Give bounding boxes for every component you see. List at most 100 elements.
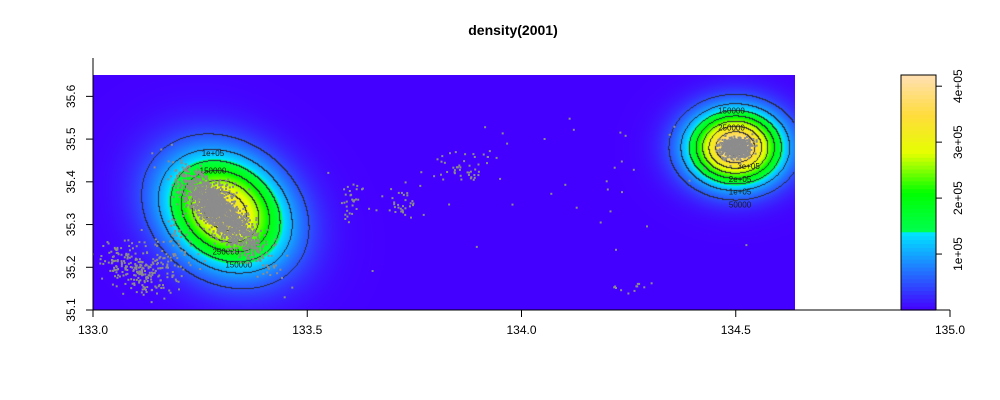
data-point-3103 <box>688 179 691 182</box>
data-point-906 <box>180 184 183 187</box>
data-point-2994 <box>412 202 415 205</box>
data-point-841 <box>229 215 232 218</box>
data-point-40 <box>262 272 265 275</box>
data-point-1467 <box>255 217 258 219</box>
data-point-1998 <box>223 200 226 203</box>
data-point-1161 <box>244 227 247 230</box>
data-point-1782 <box>214 182 217 185</box>
data-point-564 <box>255 243 257 246</box>
data-point-1395 <box>258 239 261 242</box>
data-point-1779 <box>225 185 227 188</box>
data-point-2937 <box>165 253 168 256</box>
data-point-2633 <box>748 141 751 144</box>
data-point-1662 <box>215 191 218 194</box>
data-point-1466 <box>248 223 250 225</box>
data-point-2951 <box>156 244 158 247</box>
data-point-2096 <box>718 150 721 153</box>
data-point-2643 <box>755 139 758 142</box>
data-point-3001 <box>375 209 378 212</box>
data-point-1982 <box>183 187 185 190</box>
data-point-1948 <box>204 185 206 188</box>
data-point-592 <box>232 185 234 188</box>
data-point-910 <box>210 213 213 216</box>
data-point-2193 <box>754 152 757 155</box>
data-point-573 <box>188 165 190 168</box>
data-point-2771 <box>117 274 120 277</box>
data-point-2848 <box>166 263 169 266</box>
data-point-1419 <box>253 254 256 257</box>
data-point-1979 <box>209 204 212 206</box>
data-point-2888 <box>116 260 119 263</box>
data-point-522 <box>243 248 246 251</box>
data-point-3032 <box>468 171 471 174</box>
data-point-265 <box>204 222 207 225</box>
y-tick-label-4: 35.5 <box>64 127 78 151</box>
data-point-2445 <box>722 156 725 159</box>
data-point-2860 <box>149 266 152 269</box>
data-point-2867 <box>141 271 144 274</box>
data-point-2703 <box>145 276 148 279</box>
data-point-2977 <box>361 187 364 190</box>
data-point-923 <box>256 250 259 253</box>
data-point-1967 <box>219 179 222 181</box>
data-point-1985 <box>201 182 204 185</box>
data-point-1940 <box>203 189 206 192</box>
data-point-3111 <box>501 132 504 135</box>
data-point-1744 <box>233 225 236 228</box>
data-point-1648 <box>228 203 231 206</box>
data-point-1180 <box>229 220 232 223</box>
data-point-1475 <box>243 222 246 225</box>
data-point-2955 <box>160 261 163 264</box>
data-point-702 <box>234 247 237 250</box>
data-point-2435 <box>723 140 726 143</box>
data-point-1079 <box>240 243 243 246</box>
data-point-2927 <box>167 220 170 223</box>
data-point-1823 <box>218 182 221 185</box>
data-point-765 <box>243 224 246 226</box>
data-point-2640 <box>721 142 724 144</box>
data-point-2808 <box>138 258 141 261</box>
data-point-2695 <box>160 287 163 289</box>
data-point-1919 <box>199 186 202 189</box>
data-point-669 <box>228 238 231 241</box>
data-point-1519 <box>206 181 209 184</box>
data-point-1769 <box>198 199 201 202</box>
data-point-2174 <box>721 156 723 159</box>
data-point-1191 <box>209 214 212 217</box>
data-point-1017 <box>239 254 242 257</box>
colorbar-band-48 <box>901 118 936 123</box>
data-point-1990 <box>206 196 209 199</box>
data-point-1068 <box>228 215 231 218</box>
data-point-46 <box>197 196 200 199</box>
colorbar-band-47 <box>901 122 936 127</box>
data-point-2799 <box>99 258 102 261</box>
data-point-1450 <box>218 222 221 225</box>
colorbar-band-3 <box>901 294 936 299</box>
data-point-489 <box>184 163 187 166</box>
data-point-1866 <box>213 210 215 213</box>
data-point-1905 <box>210 189 213 192</box>
data-point-2865 <box>111 255 114 258</box>
data-point-2664 <box>107 261 110 264</box>
data-point-1656 <box>199 196 202 199</box>
data-point-1647 <box>234 182 237 185</box>
data-point-861 <box>235 209 238 212</box>
data-point-2919 <box>184 250 187 253</box>
data-point-1765 <box>231 200 233 203</box>
data-point-2929 <box>172 253 175 256</box>
data-point-1375 <box>192 184 195 187</box>
data-point-1544 <box>226 214 229 216</box>
data-point-2779 <box>133 278 136 281</box>
data-point-802 <box>178 190 181 193</box>
data-point-3029 <box>420 171 423 174</box>
data-point-1555 <box>222 214 225 217</box>
data-point-1425 <box>245 230 248 233</box>
data-point-1684 <box>208 184 211 187</box>
data-point-2748 <box>102 245 105 247</box>
data-point-2641 <box>737 148 739 151</box>
data-point-2571 <box>744 143 746 146</box>
data-point-3112 <box>550 192 553 195</box>
data-point-2616 <box>718 144 721 147</box>
data-point-816 <box>222 232 225 235</box>
data-point-1486 <box>270 254 273 257</box>
